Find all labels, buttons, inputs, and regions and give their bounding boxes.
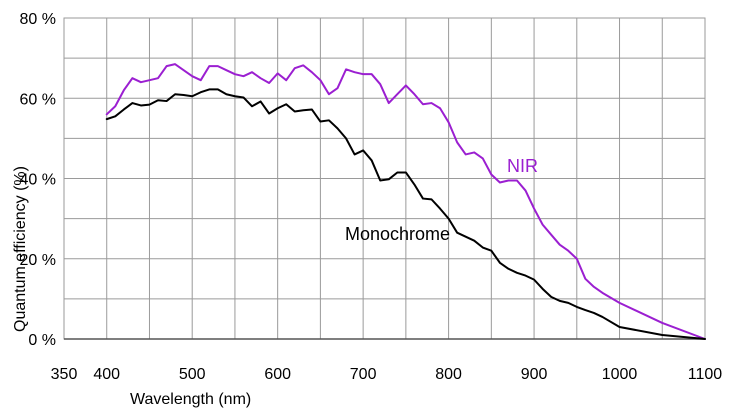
y-tick-labels: 0 % 20 % 40 % 60 % 80 % [20,11,56,349]
x-tick-labels: 350 400 500 600 700 800 900 1000 1100 [51,366,723,383]
y-tick-label: 0 % [28,332,56,349]
series-label-nir: NIR [507,156,538,176]
y-tick-label: 60 % [20,91,56,108]
series-line-monochrome [105,88,706,340]
x-tick-label: 800 [435,366,462,383]
x-tick-label: 600 [264,366,291,383]
plot-frame [63,17,706,340]
series-lines [105,63,706,340]
x-tick-label: 500 [179,366,206,383]
y-tick-label: 80 % [20,11,56,28]
x-tick-label: 400 [93,366,120,383]
y-tick-label: 20 % [20,252,56,269]
x-tick-label: 350 [51,366,78,383]
x-tick-label: 1100 [688,366,723,383]
y-axis-title: Quantum efficiency (%) [12,166,29,332]
x-tick-label: 900 [521,366,548,383]
x-tick-label: 1000 [602,366,638,383]
grid [64,18,705,339]
x-axis-title: Wavelength (nm) [130,391,251,408]
x-tick-label: 700 [350,366,377,383]
series-label-monochrome: Monochrome [345,224,450,244]
series-line-nir [105,63,706,340]
y-tick-label: 40 % [20,172,56,189]
